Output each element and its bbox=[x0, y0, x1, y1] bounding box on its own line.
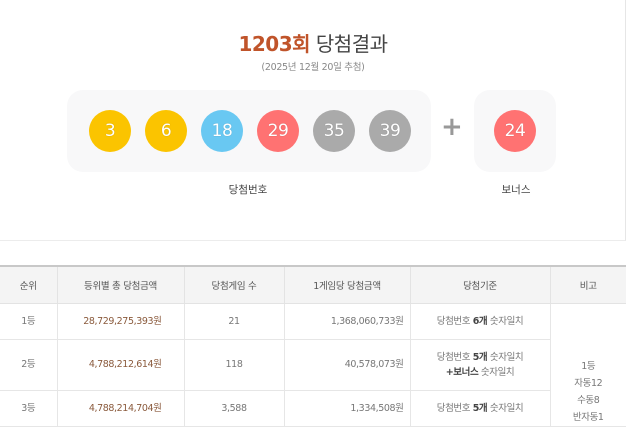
header-winning-games: 당첨게임 수 bbox=[183, 266, 284, 304]
bonus-number-card: 24 bbox=[474, 90, 556, 172]
ball-5: 35 bbox=[313, 110, 355, 152]
games-cell: 118 bbox=[183, 339, 284, 391]
criteria-bonus: +보너스 bbox=[445, 366, 479, 378]
draw-result-panel: 1203회 당첨결과 (2025년 12월 20일 추첨) 3 6 18 29 … bbox=[0, 0, 626, 241]
title-suffix: 당첨결과 bbox=[315, 32, 388, 56]
criteria-count: 5개 bbox=[472, 402, 488, 414]
plus-icon: + bbox=[441, 112, 463, 142]
header-total-prize: 등위별 총 당첨금액 bbox=[56, 266, 184, 304]
rank-cell: 2등 bbox=[0, 339, 57, 391]
note-line: 수동8 bbox=[577, 394, 600, 406]
draw-date: (2025년 12월 20일 추첨) bbox=[261, 62, 365, 73]
criteria-cell: 당첨번호 5개 숫자일치 +보너스 숫자일치 bbox=[409, 339, 550, 391]
table-row: 1등 28,729,275,393원 21 1,368,060,733원 당첨번… bbox=[0, 303, 626, 427]
criteria-count: 6개 bbox=[472, 315, 488, 327]
criteria-suffix: 숫자일치 bbox=[487, 315, 524, 327]
header-note: 비고 bbox=[549, 266, 626, 304]
total-prize-cell: 28,729,275,393원 bbox=[56, 303, 184, 340]
per-game-cell: 40,578,073원 bbox=[283, 339, 410, 391]
note-cell: 1등 자동12 수동8 반자동1 bbox=[549, 303, 626, 427]
criteria-prefix: 당첨번호 bbox=[436, 315, 473, 327]
note-line: 1등 bbox=[581, 360, 596, 372]
ball-6: 39 bbox=[369, 110, 411, 152]
criteria-suffix: 숫자일치 bbox=[487, 351, 524, 363]
round-number: 1203회 bbox=[238, 32, 311, 56]
prize-table: 순위 등위별 총 당첨금액 당첨게임 수 1게임당 당첨금액 당첨기준 비고 1… bbox=[0, 265, 626, 427]
table-row: 3등 4,788,214,704원 3,588 1,334,508원 당첨번호 … bbox=[0, 390, 626, 427]
table-row: 2등 4,788,212,614원 118 40,578,073원 당첨번호 5… bbox=[0, 339, 626, 391]
per-game-cell: 1,368,060,733원 bbox=[283, 303, 410, 340]
header-criteria: 당첨기준 bbox=[409, 266, 550, 304]
per-game-cell: 1,334,508원 bbox=[283, 390, 410, 427]
rank-cell: 3등 bbox=[0, 390, 57, 427]
criteria-prefix: 당첨번호 bbox=[436, 351, 473, 363]
header-prize-per-game: 1게임당 당첨금액 bbox=[283, 266, 410, 304]
bonus-ball: 24 bbox=[494, 110, 536, 152]
winning-numbers-card: 3 6 18 29 35 39 bbox=[67, 90, 431, 172]
ball-4: 29 bbox=[257, 110, 299, 152]
rank-cell: 1등 bbox=[0, 303, 57, 340]
page-title: 1203회 당첨결과 bbox=[0, 28, 626, 57]
note-line: 자동12 bbox=[574, 377, 603, 389]
criteria-cell: 당첨번호 5개 숫자일치 bbox=[409, 390, 550, 427]
header-rank: 순위 bbox=[0, 266, 57, 304]
note-line: 반자동1 bbox=[572, 411, 604, 423]
total-prize-cell: 4,788,212,614원 bbox=[56, 339, 184, 391]
criteria-suffix: 숫자일치 bbox=[487, 402, 524, 414]
table-header-row: 순위 등위별 총 당첨금액 당첨게임 수 1게임당 당첨금액 당첨기준 비고 bbox=[0, 266, 626, 304]
games-cell: 21 bbox=[183, 303, 284, 340]
ball-1: 3 bbox=[89, 110, 131, 152]
winning-numbers-label: 당첨번호 bbox=[228, 184, 268, 196]
criteria-prefix: 당첨번호 bbox=[436, 402, 473, 414]
total-prize-cell: 4,788,214,704원 bbox=[56, 390, 184, 427]
ball-2: 6 bbox=[145, 110, 187, 152]
criteria-bonus-suffix: 숫자일치 bbox=[478, 366, 515, 378]
criteria-count: 5개 bbox=[472, 351, 488, 363]
criteria-cell: 당첨번호 6개 숫자일치 bbox=[409, 303, 550, 340]
ball-3: 18 bbox=[201, 110, 243, 152]
bonus-label: 보너스 bbox=[501, 184, 531, 196]
games-cell: 3,588 bbox=[183, 390, 284, 427]
